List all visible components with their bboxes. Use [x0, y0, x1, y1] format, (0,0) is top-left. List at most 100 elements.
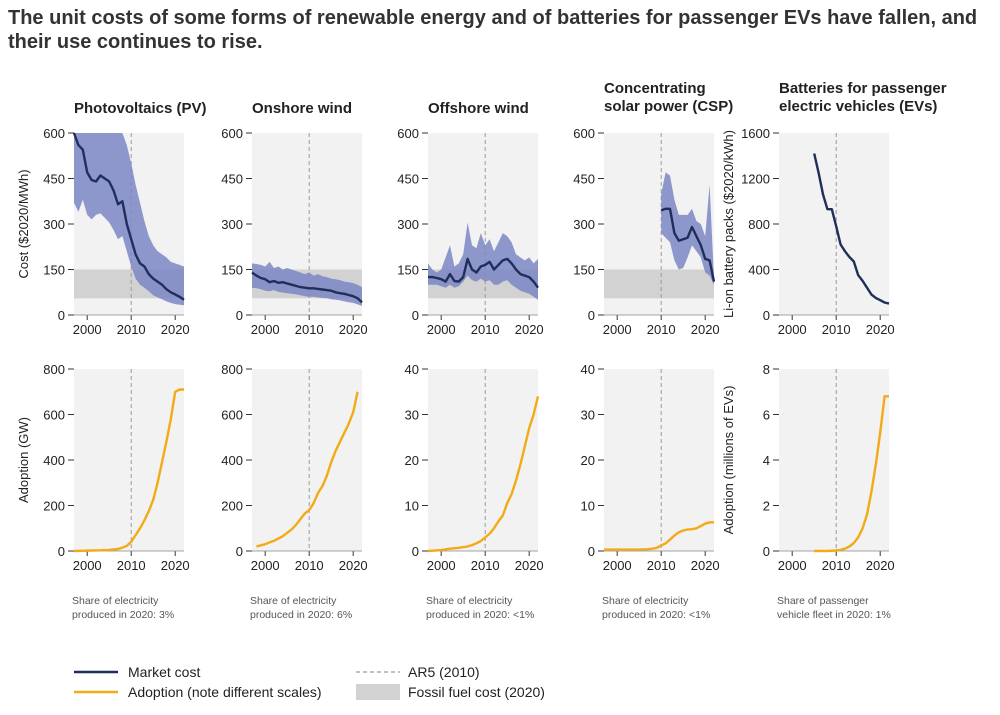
panel-note-4-line-1: Share of electricity [602, 595, 689, 607]
legend-ar5-label: AR5 (2010) [408, 664, 480, 680]
legend-adoption-swatch [74, 690, 118, 694]
y-tick-label: 300 [43, 217, 65, 232]
chart-8: 0 10 20 30 40 2000 2010 2020 [405, 362, 544, 573]
panel-note-2-line-2: produced in 2020: 6% [250, 609, 353, 621]
plot-background [74, 369, 184, 551]
market-cost-line [428, 257, 539, 289]
y-tick-label: 150 [43, 263, 65, 278]
chart-1: 0 150 300 450 600 2000 2010 2020 Cost ($2020/MWh… [16, 126, 190, 337]
panel-title-4-line-1: Concentrating [604, 80, 706, 97]
y-tick-label: 1200 [741, 172, 770, 187]
x-tick-label: 2000 [603, 558, 632, 573]
y-tick-label: 450 [221, 172, 243, 187]
legend-market-cost-swatch [74, 670, 118, 674]
x-tick-label: 2000 [427, 558, 456, 573]
y-tick-label: 1600 [741, 126, 770, 141]
chart-5: 0 400 800 1200 1600 2000 2010 2020 Li-on battery… [721, 126, 895, 337]
y-tick-label: 600 [43, 408, 65, 423]
x-tick-label: 2010 [295, 322, 324, 337]
panel-note-5-line-2: vehicle fleet in 2020: 1% [777, 609, 891, 621]
x-tick-label: 2020 [691, 558, 720, 573]
y-tick-label: 200 [43, 499, 65, 514]
legend-fossil-swatch [356, 684, 400, 700]
panel-title-3-line-1: Offshore wind [428, 100, 529, 117]
y-tick-label: 450 [43, 172, 65, 187]
y-tick-label: 20 [405, 453, 419, 468]
fossil-fuel-cost-band [604, 269, 714, 299]
y-tick-label: 800 [221, 362, 243, 377]
y-tick-label: 6 [763, 408, 770, 423]
x-tick-label: 2010 [295, 558, 324, 573]
adoption-line [604, 521, 714, 551]
y-tick-label: 0 [412, 308, 419, 323]
panel-note-4-line-2: produced in 2020: <1% [602, 609, 711, 621]
panel-note-3-line-1: Share of electricity [426, 595, 513, 607]
x-tick-label: 2000 [251, 322, 280, 337]
y-tick-label: 10 [581, 499, 595, 514]
market-cost-line [72, 132, 185, 301]
panel-note-5-line-1: Share of passenger [777, 595, 869, 607]
y-axis-label: Adoption (millions of EVs) [721, 386, 736, 535]
plot-background [779, 133, 889, 315]
y-axis-label: Adoption (GW) [16, 417, 31, 503]
market-cost-line [660, 207, 716, 282]
y-tick-label: 800 [748, 217, 770, 232]
y-tick-label: 20 [581, 453, 595, 468]
panel-title-5-line-1: Batteries for passenger [779, 80, 947, 97]
market-cost-line [813, 153, 890, 305]
chart-6: 0 200 400 600 800 2000 2010 2020 Adoption (GW) [16, 362, 190, 573]
y-tick-label: 400 [748, 263, 770, 278]
y-tick-label: 600 [43, 126, 65, 141]
y-tick-label: 0 [763, 308, 770, 323]
panel-note-2-line-1: Share of electricity [250, 595, 337, 607]
y-axis-label: Li-on battery packs ($2020/kWh) [721, 130, 736, 318]
y-tick-label: 0 [412, 544, 419, 559]
x-tick-label: 2010 [647, 322, 676, 337]
panel-title-4-line-2: solar power (CSP) [604, 98, 734, 115]
x-tick-label: 2010 [471, 558, 500, 573]
y-tick-label: 0 [236, 544, 243, 559]
adoption-line [814, 395, 889, 553]
x-tick-label: 2020 [161, 322, 190, 337]
y-tick-label: 30 [581, 408, 595, 423]
x-tick-label: 2020 [866, 322, 895, 337]
chart-4: 0 150 300 450 600 2000 2010 2020 [573, 126, 719, 337]
adoption-line [73, 388, 184, 553]
y-tick-label: 300 [397, 217, 419, 232]
legend-ar5-swatch [356, 671, 400, 673]
y-tick-label: 400 [43, 453, 65, 468]
panel-note-1-line-1: Share of electricity [72, 595, 159, 607]
y-tick-label: 10 [405, 499, 419, 514]
x-tick-label: 2020 [515, 322, 544, 337]
y-tick-label: 200 [221, 499, 243, 514]
y-tick-label: 2 [763, 499, 770, 514]
y-tick-label: 150 [573, 263, 595, 278]
plot-background [779, 369, 889, 551]
plot-background [252, 369, 362, 551]
adoption-line [256, 391, 359, 548]
x-tick-label: 2020 [161, 558, 190, 573]
y-tick-label: 150 [221, 263, 243, 278]
legend-adoption-label: Adoption (note different scales) [128, 684, 322, 700]
x-tick-label: 2000 [251, 558, 280, 573]
y-tick-label: 800 [43, 362, 65, 377]
x-tick-label: 2000 [778, 558, 807, 573]
legend-market-cost-label: Market cost [128, 664, 201, 680]
y-tick-label: 300 [573, 217, 595, 232]
x-tick-label: 2020 [339, 322, 368, 337]
y-tick-label: 600 [221, 408, 243, 423]
y-tick-label: 0 [58, 544, 65, 559]
cost-range-band [661, 172, 714, 285]
y-tick-label: 30 [405, 408, 419, 423]
y-tick-label: 600 [221, 126, 243, 141]
x-tick-label: 2000 [73, 322, 102, 337]
y-tick-label: 400 [221, 453, 243, 468]
x-tick-label: 2020 [866, 558, 895, 573]
y-tick-label: 40 [581, 362, 595, 377]
y-tick-label: 450 [573, 172, 595, 187]
x-tick-label: 2010 [471, 322, 500, 337]
x-tick-label: 2000 [73, 558, 102, 573]
chart-7: 0 200 400 600 800 2000 2010 2020 [221, 362, 367, 573]
chart-10: 0 2 4 6 8 2000 2010 2020 Adoption (millions of E… [721, 362, 895, 573]
